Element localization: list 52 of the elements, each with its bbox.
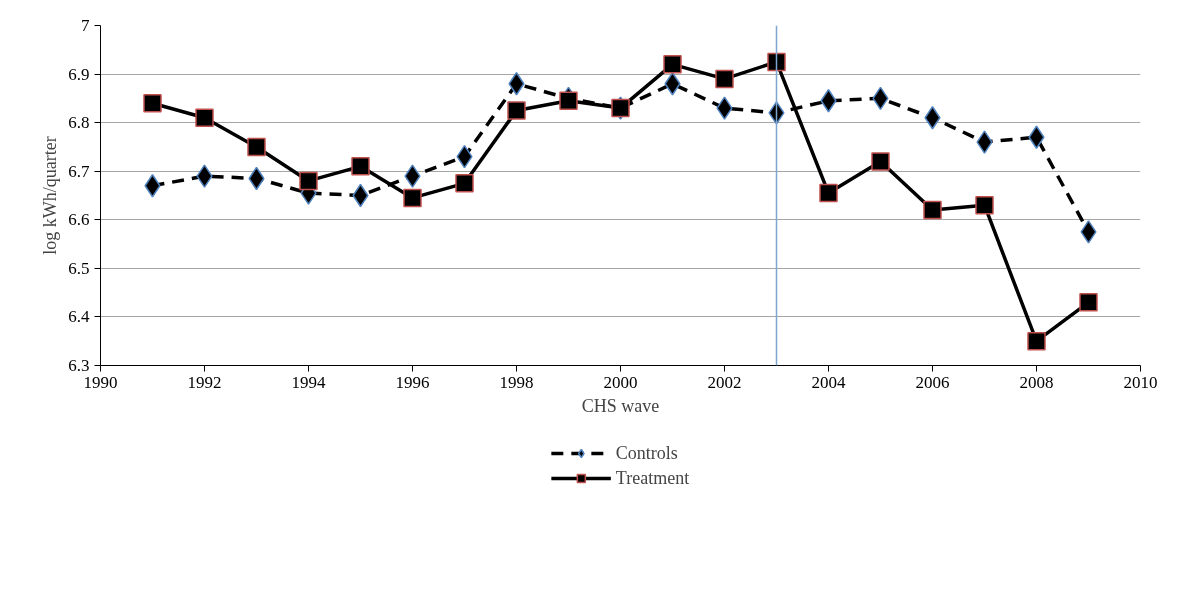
legend-label: Controls [615, 442, 678, 464]
x-tick-label: 2010 [1123, 372, 1158, 392]
point [975, 195, 994, 215]
y-tick-label: 6.8 [68, 113, 90, 133]
x-tick-label: 1996 [395, 372, 430, 392]
y-tick-label: 6.9 [68, 64, 90, 84]
point [871, 152, 890, 171]
point [351, 157, 370, 176]
y-tick-label: 6.5 [68, 258, 90, 278]
point [455, 174, 474, 193]
point [196, 164, 213, 188]
point [664, 72, 681, 96]
y-tick-label: 6.3 [68, 356, 90, 375]
y-tick-label: 6.6 [68, 210, 90, 230]
x-tick-label: 2006 [915, 372, 950, 392]
x-tick-label: 2008 [1019, 372, 1054, 392]
point [1079, 293, 1098, 312]
y-tick-label: 6.7 [68, 161, 90, 181]
point [820, 89, 837, 113]
point [716, 96, 733, 120]
point [976, 130, 993, 154]
x-tick-label: 1992 [187, 372, 222, 392]
point [1027, 331, 1046, 351]
point [144, 174, 161, 198]
point [1080, 220, 1097, 244]
point [508, 72, 525, 96]
y-tick-label: 6.4 [68, 307, 90, 327]
point [663, 55, 682, 74]
point [404, 164, 421, 188]
point [299, 171, 318, 191]
point [1028, 125, 1045, 149]
x-tick-label: 1990 [83, 372, 118, 392]
point [507, 101, 526, 120]
y-tick-label: 7 [81, 16, 90, 35]
x-tick-label: 1994 [291, 372, 326, 392]
point [403, 188, 422, 208]
x-tick-label: 1998 [499, 372, 534, 392]
x-tick-label: 2004 [811, 372, 846, 392]
point [143, 93, 162, 113]
legend-label: Treatment [615, 467, 690, 489]
point [767, 52, 786, 72]
point [559, 91, 578, 111]
point [715, 69, 734, 89]
point [923, 200, 942, 220]
point [195, 108, 214, 128]
y-axis-title: log kWh/quarter [40, 136, 61, 255]
point [819, 183, 838, 203]
point [247, 137, 266, 157]
x-axis-title: CHS wave [581, 395, 660, 416]
point [924, 106, 941, 130]
x-tick-label: 2002 [707, 372, 742, 392]
x-tick-label: 2000 [603, 372, 638, 392]
